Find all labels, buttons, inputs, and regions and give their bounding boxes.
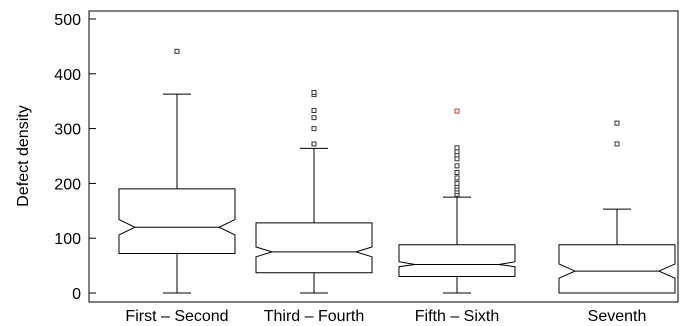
outlier-point bbox=[454, 145, 460, 151]
box-3 bbox=[398, 108, 516, 294]
outlier-point bbox=[614, 120, 620, 126]
box-1 bbox=[118, 48, 236, 294]
outlier-point bbox=[311, 115, 317, 121]
box-2 bbox=[255, 89, 373, 294]
outlier-point bbox=[311, 89, 317, 95]
outlier-point bbox=[311, 141, 317, 147]
outlier-point bbox=[454, 169, 460, 175]
x-axis-labels: First – Second Third – Fourth Fifth – Sixt… bbox=[125, 308, 646, 325]
notched-box bbox=[118, 188, 236, 255]
notched-box bbox=[255, 222, 373, 274]
outlier-point bbox=[614, 141, 620, 147]
y-tick-label: 100 bbox=[54, 231, 81, 248]
y-tick-label: 400 bbox=[54, 67, 81, 84]
outlier-point bbox=[454, 108, 460, 114]
y-tick-label: 300 bbox=[54, 122, 81, 139]
y-tick-label: 200 bbox=[54, 176, 81, 193]
outlier-point bbox=[174, 48, 180, 54]
box-group bbox=[118, 48, 676, 294]
x-category-label: Fifth – Sixth bbox=[415, 308, 499, 325]
notched-box bbox=[558, 244, 676, 294]
outlier-point bbox=[311, 126, 317, 132]
outlier-point bbox=[454, 175, 460, 181]
y-tick-label: 0 bbox=[72, 286, 81, 303]
x-category-label: Seventh bbox=[588, 308, 647, 325]
outlier-point bbox=[311, 108, 317, 114]
y-axis: 0 100 200 300 400 500 bbox=[54, 12, 96, 303]
y-tick-label: 500 bbox=[54, 12, 81, 29]
box-4 bbox=[558, 120, 676, 294]
notched-box bbox=[398, 244, 516, 278]
x-category-label: Third – Fourth bbox=[264, 308, 364, 325]
x-category-label: First – Second bbox=[125, 308, 228, 325]
outlier-point bbox=[454, 163, 460, 169]
y-axis-title: Defect density bbox=[15, 105, 32, 206]
outlier-point bbox=[454, 180, 460, 186]
plot-frame bbox=[88, 10, 679, 303]
